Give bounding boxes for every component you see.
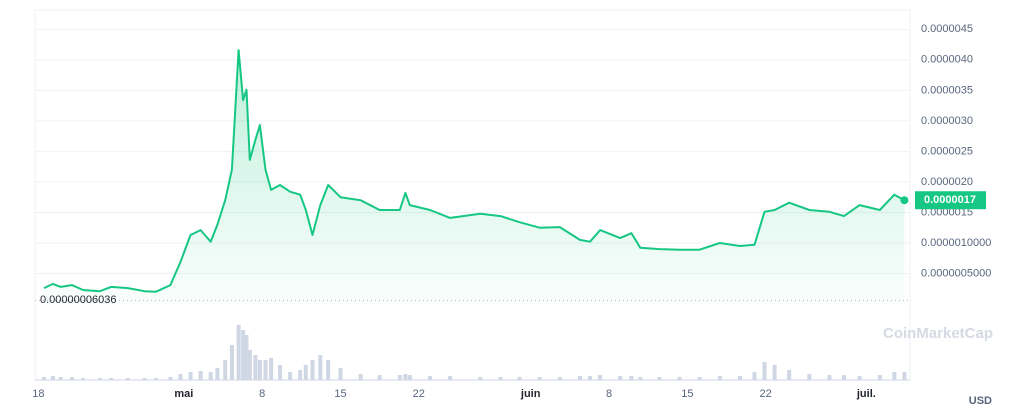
volume-bar: [762, 362, 767, 380]
volume-bar: [498, 377, 503, 380]
x-tick-label: 22: [413, 388, 425, 400]
x-tick-label: juin: [520, 388, 541, 400]
x-tick-label: 8: [259, 388, 265, 400]
y-tick-label: 0.0000025: [921, 145, 973, 157]
volume-bar: [253, 355, 258, 380]
y-tick-label: 0.0000035: [921, 84, 973, 96]
last-price-label: 0.0000017: [924, 194, 976, 206]
volume-bar: [857, 376, 862, 380]
volume-bar: [403, 374, 408, 380]
volume-bar: [478, 377, 483, 380]
volume-bar: [807, 374, 812, 380]
y-tick-label: 0.0000045: [921, 23, 973, 35]
volume-bar: [257, 360, 262, 380]
x-tick-label: 15: [681, 388, 693, 400]
volume-bar: [81, 378, 86, 380]
volume-bar: [298, 370, 303, 380]
volume-bar: [397, 375, 402, 380]
volume-bar: [717, 376, 722, 380]
volume-bar: [318, 355, 323, 380]
volume-bar: [827, 375, 832, 380]
volume-bar: [338, 368, 343, 380]
volume-bar: [772, 365, 777, 380]
y-tick-label: 0.0000030: [921, 115, 973, 127]
volume-bar: [97, 378, 102, 380]
volume-bar: [448, 376, 453, 380]
volume-bar: [427, 376, 432, 380]
y-tick-label: 0.0000040: [921, 54, 973, 66]
volume-bar: [752, 372, 757, 380]
volume-bar: [377, 375, 382, 380]
volume-bar: [188, 372, 193, 380]
volume-bar: [244, 335, 249, 380]
last-price-box: [915, 191, 986, 210]
volume-bar: [229, 345, 234, 380]
volume-bar: [178, 374, 183, 380]
last-point: [900, 196, 909, 205]
volume-bar: [358, 374, 363, 380]
volume-bar: [142, 378, 147, 380]
volume-bar: [787, 370, 792, 380]
volume-bar: [208, 372, 213, 380]
y-tick-label: 0.0000020: [921, 176, 973, 188]
volume-bar: [215, 368, 220, 380]
volume-bar: [629, 376, 634, 380]
volume-bar: [168, 377, 173, 380]
volume-bar: [892, 372, 897, 380]
x-tick-label: 22: [760, 388, 772, 400]
volume-bar: [577, 376, 582, 380]
x-tick-label: 8: [606, 388, 612, 400]
watermark: CoinMarketCap: [883, 325, 993, 342]
price-line: [43, 49, 905, 293]
volume-bar: [407, 375, 412, 380]
volume-bar: [697, 377, 702, 380]
x-tick-label: 18: [32, 388, 44, 400]
x-tick-label: 15: [334, 388, 346, 400]
volume-bar: [618, 376, 623, 380]
price-area: [43, 50, 905, 304]
volume-bar: [303, 365, 308, 380]
volume-bar: [198, 371, 203, 380]
volume-bar: [58, 377, 63, 380]
volume-bar: [557, 377, 562, 380]
volume-bar: [841, 375, 846, 380]
volume-bar: [109, 378, 114, 380]
volume-bar: [69, 377, 74, 380]
volume-bar: [247, 350, 252, 380]
volume-bar: [153, 378, 158, 380]
volume-bar: [638, 377, 643, 380]
volume-bar: [41, 377, 46, 380]
volume-bar: [288, 372, 293, 380]
volume-bar: [598, 375, 603, 380]
volume-bar: [223, 360, 228, 380]
volume-bar: [50, 376, 55, 380]
volume-bar: [587, 376, 592, 380]
volume-bar: [310, 360, 315, 380]
volume-bar: [241, 330, 246, 380]
plot-frame: [34, 9, 911, 381]
volume-bar: [902, 372, 907, 380]
volume-bar: [517, 377, 522, 380]
volume-bar: [877, 375, 882, 380]
volume-bar: [278, 365, 283, 380]
volume-bar: [657, 377, 662, 380]
volume-bar: [125, 378, 130, 380]
volume-bar: [326, 360, 331, 380]
volume-bar: [236, 325, 241, 380]
volume-bar: [737, 376, 742, 380]
y-tick-label: 0.0000010000: [921, 237, 991, 249]
y-tick-label: 0.0000015: [921, 206, 973, 218]
volume-bar: [269, 358, 274, 380]
y-unit: USD: [969, 395, 992, 407]
x-tick-label: juil.: [856, 388, 876, 400]
volume-bar: [677, 377, 682, 380]
x-tick-label: mai: [174, 388, 193, 400]
y-tick-label: 0.0000005000: [921, 267, 991, 279]
volume-bar: [537, 377, 542, 380]
volume-bar: [263, 360, 268, 380]
